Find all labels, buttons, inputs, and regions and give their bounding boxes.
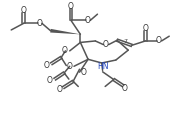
Text: O: O [103,40,109,49]
Text: O: O [62,46,68,55]
Text: O: O [142,24,148,33]
Text: O: O [122,84,127,93]
Text: O: O [21,6,26,15]
Text: O: O [80,68,86,77]
Text: O: O [47,76,53,86]
Text: HN: HN [97,62,108,71]
Text: O: O [37,19,42,28]
Text: O: O [43,61,49,70]
Text: O: O [66,62,72,71]
Text: O: O [56,85,62,94]
Text: O: O [85,16,91,25]
Polygon shape [50,29,80,34]
Text: O: O [68,2,74,11]
Text: 7: 7 [124,39,128,44]
Text: O: O [156,36,162,45]
